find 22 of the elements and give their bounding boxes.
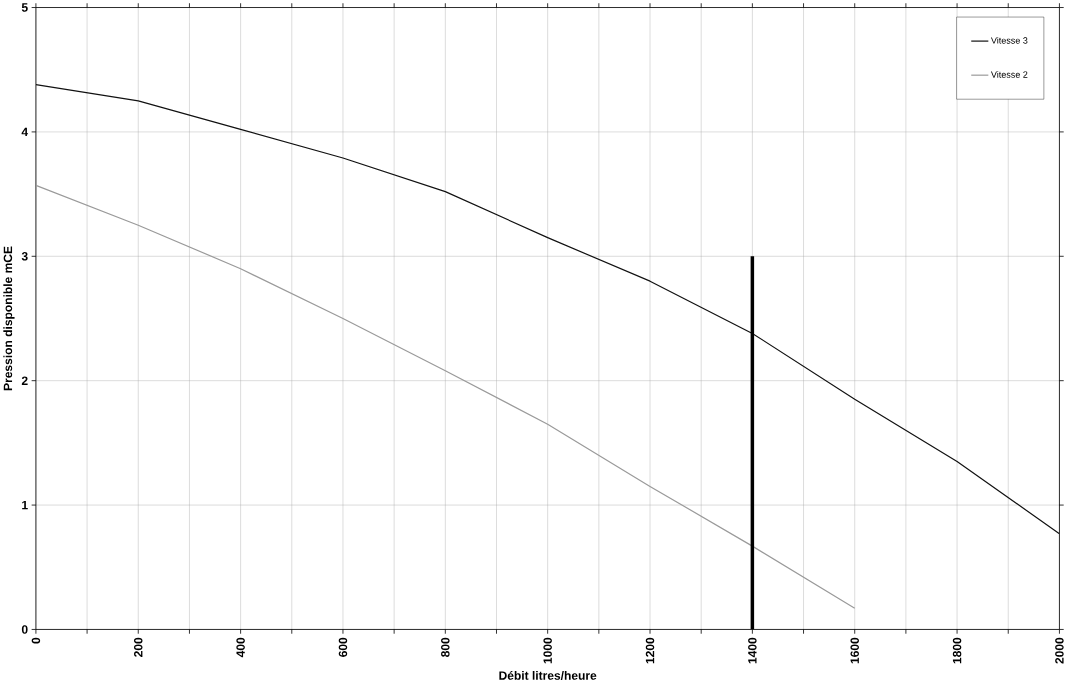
y-tick-label: 1 bbox=[22, 500, 28, 510]
x-tick-label: 1400 bbox=[748, 637, 757, 664]
line-series bbox=[35, 83, 1060, 535]
y-tick-label: 4 bbox=[21, 127, 29, 136]
x-axis-title: Débit litres/heure bbox=[499, 670, 597, 680]
y-axis-title: Pression disponible mCE bbox=[3, 246, 15, 391]
legend-label: Vitesse 2 bbox=[990, 71, 1028, 78]
x-tick-label: 1800 bbox=[952, 637, 962, 664]
y-tick-label: 5 bbox=[21, 3, 28, 12]
x-tick-label: 1000 bbox=[543, 637, 552, 664]
x-tick-label: 1600 bbox=[850, 637, 859, 664]
x-tick-label: 400 bbox=[236, 637, 245, 657]
x-tick-label: 800 bbox=[441, 637, 450, 657]
x-tick-label: 0 bbox=[31, 637, 41, 644]
y-tick-label: 3 bbox=[21, 251, 28, 261]
y-tick-label: 2 bbox=[21, 376, 28, 385]
x-tick-label: 200 bbox=[134, 637, 143, 657]
x-tick-label: 1200 bbox=[645, 637, 655, 664]
y-tick-label: 0 bbox=[21, 625, 28, 634]
x-tick-label: 2000 bbox=[1055, 637, 1064, 664]
legend-label: Vitesse 3 bbox=[990, 36, 1028, 44]
x-tick-label: 600 bbox=[338, 637, 348, 657]
